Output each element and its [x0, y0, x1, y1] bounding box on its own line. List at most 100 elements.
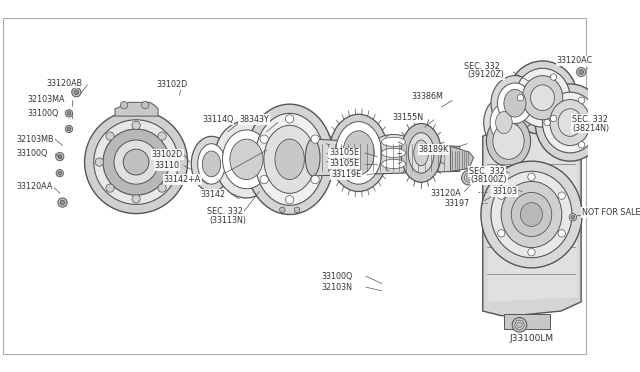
Ellipse shape: [103, 129, 169, 195]
Circle shape: [65, 125, 73, 133]
Circle shape: [579, 142, 585, 148]
Circle shape: [517, 94, 524, 101]
Circle shape: [569, 214, 577, 221]
Circle shape: [579, 70, 584, 74]
Circle shape: [67, 127, 71, 131]
Text: (38100Z): (38100Z): [471, 175, 508, 184]
Text: 33102D: 33102D: [152, 150, 183, 159]
Circle shape: [106, 132, 114, 140]
Circle shape: [72, 88, 81, 97]
Ellipse shape: [522, 76, 563, 120]
Ellipse shape: [230, 139, 263, 180]
Circle shape: [285, 115, 294, 123]
Ellipse shape: [511, 192, 552, 237]
Ellipse shape: [520, 202, 543, 227]
Ellipse shape: [531, 85, 554, 110]
Text: 32103MA: 32103MA: [28, 95, 65, 104]
Circle shape: [512, 317, 527, 332]
Ellipse shape: [124, 149, 149, 175]
Circle shape: [515, 320, 524, 330]
Ellipse shape: [335, 122, 381, 184]
Ellipse shape: [481, 161, 582, 268]
Circle shape: [132, 195, 140, 203]
Circle shape: [465, 173, 474, 182]
Text: 33110: 33110: [154, 161, 179, 170]
Polygon shape: [483, 122, 581, 316]
Circle shape: [120, 102, 128, 109]
Ellipse shape: [491, 171, 572, 258]
Text: J33100LM: J33100LM: [509, 334, 554, 343]
Text: 33114Q: 33114Q: [202, 115, 234, 124]
Circle shape: [311, 176, 319, 184]
Circle shape: [58, 198, 67, 207]
Circle shape: [65, 110, 73, 117]
Ellipse shape: [501, 182, 562, 248]
Ellipse shape: [543, 92, 598, 153]
Text: 33119E: 33119E: [331, 170, 361, 179]
Circle shape: [74, 90, 79, 94]
Ellipse shape: [486, 115, 531, 167]
Ellipse shape: [329, 114, 388, 192]
Ellipse shape: [377, 157, 410, 171]
Circle shape: [528, 248, 535, 256]
Ellipse shape: [255, 113, 324, 205]
Circle shape: [516, 322, 522, 328]
Text: SEC. 332: SEC. 332: [465, 62, 500, 71]
Circle shape: [58, 155, 61, 158]
Ellipse shape: [515, 68, 570, 127]
Polygon shape: [451, 147, 474, 171]
Text: 38189K: 38189K: [419, 145, 449, 154]
Circle shape: [260, 135, 268, 143]
Ellipse shape: [377, 145, 410, 160]
Circle shape: [56, 153, 64, 161]
Circle shape: [169, 158, 177, 166]
Text: 33120AC: 33120AC: [556, 57, 593, 65]
Text: 33102D: 33102D: [156, 80, 188, 89]
Ellipse shape: [246, 104, 334, 215]
Circle shape: [67, 112, 71, 115]
Ellipse shape: [381, 137, 406, 147]
Ellipse shape: [497, 83, 532, 124]
Circle shape: [466, 175, 472, 180]
Text: 33105E: 33105E: [329, 148, 359, 157]
Text: 33197: 33197: [444, 199, 469, 208]
Circle shape: [558, 230, 565, 237]
Circle shape: [311, 135, 319, 143]
Ellipse shape: [495, 112, 512, 134]
Polygon shape: [115, 102, 158, 116]
Circle shape: [571, 215, 575, 219]
Ellipse shape: [535, 84, 605, 161]
Ellipse shape: [275, 139, 305, 180]
Ellipse shape: [264, 125, 316, 193]
Ellipse shape: [408, 133, 434, 173]
Text: 32103N: 32103N: [322, 283, 353, 292]
Text: 33105E: 33105E: [329, 160, 359, 169]
Circle shape: [558, 192, 565, 199]
Ellipse shape: [381, 159, 406, 169]
Text: 33100Q: 33100Q: [28, 109, 59, 118]
Text: 33120A: 33120A: [430, 189, 461, 198]
Text: SEC. 332: SEC. 332: [469, 167, 505, 176]
Ellipse shape: [202, 151, 221, 177]
Ellipse shape: [343, 131, 374, 175]
Circle shape: [461, 170, 476, 185]
Ellipse shape: [414, 140, 429, 166]
Circle shape: [544, 119, 550, 126]
Circle shape: [56, 170, 63, 177]
Circle shape: [106, 184, 114, 192]
Circle shape: [260, 176, 268, 184]
Circle shape: [497, 230, 505, 237]
Text: 33103: 33103: [492, 187, 517, 196]
Circle shape: [132, 121, 140, 129]
Circle shape: [528, 173, 535, 180]
Text: 33386M: 33386M: [411, 92, 443, 101]
Ellipse shape: [84, 110, 188, 214]
Circle shape: [158, 184, 166, 192]
Ellipse shape: [214, 121, 278, 198]
Ellipse shape: [191, 137, 232, 192]
Ellipse shape: [490, 104, 518, 141]
Ellipse shape: [223, 130, 270, 189]
Text: 33120AB: 33120AB: [46, 78, 82, 87]
Circle shape: [497, 192, 505, 199]
Circle shape: [577, 67, 586, 77]
